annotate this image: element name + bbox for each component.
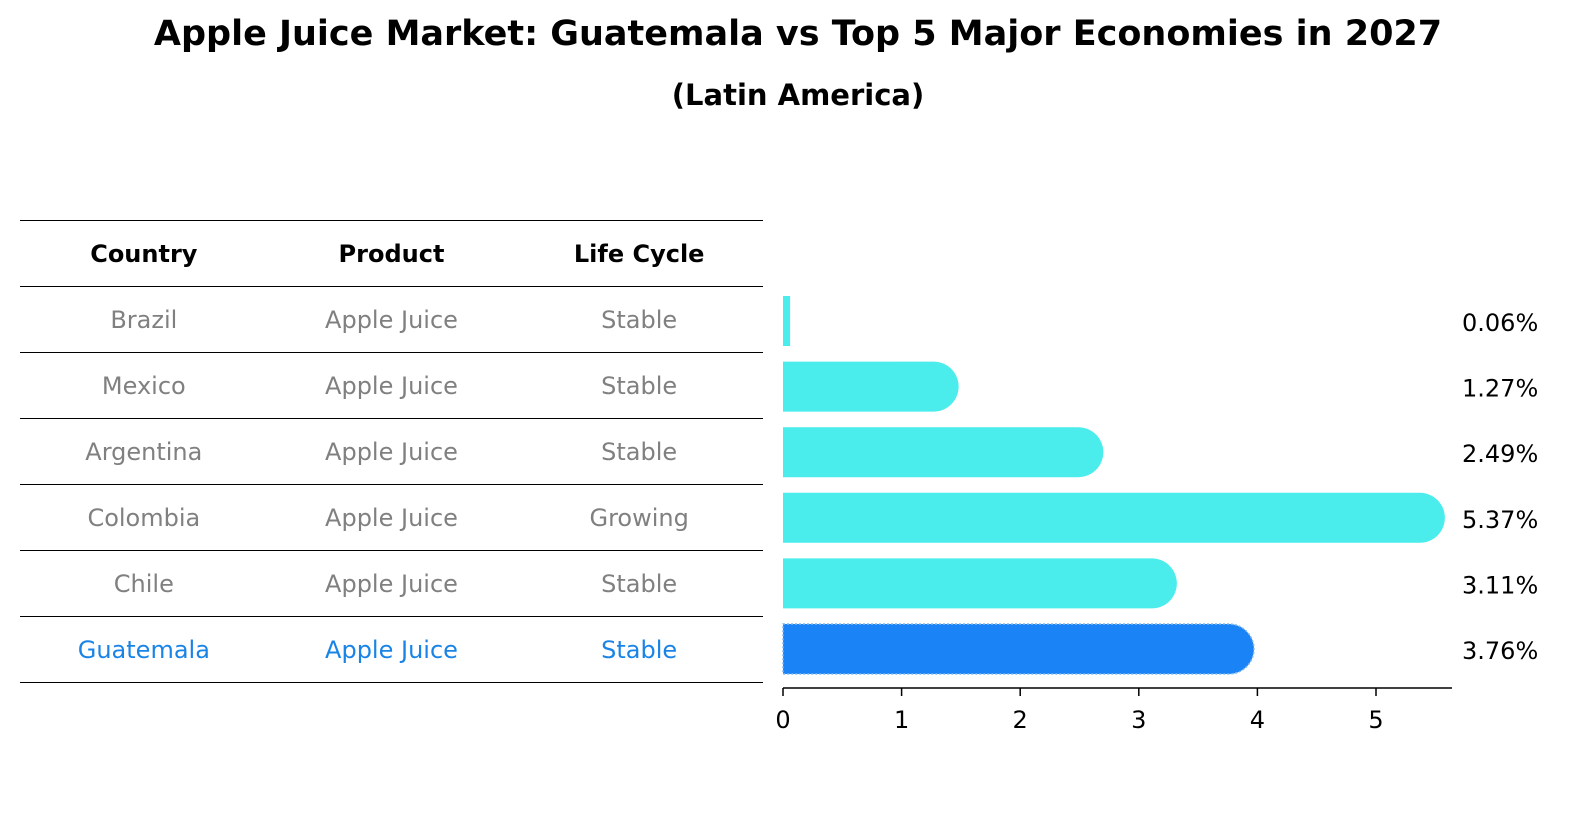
cell-life-cycle: Stable (515, 616, 763, 683)
table-row: Brazil Apple Juice Stable (20, 286, 763, 353)
cell-product: Apple Juice (267, 616, 516, 683)
chart-subtitle: (Latin America) (671, 78, 925, 112)
cell-life-cycle: Stable (515, 550, 763, 617)
cell-product: Apple Juice (267, 550, 516, 617)
cell-life-cycle: Stable (515, 418, 763, 485)
table-row-highlight: Guatemala Apple Juice Stable (20, 616, 763, 683)
bar (783, 361, 959, 412)
table-row: Mexico Apple Juice Stable (20, 352, 763, 419)
cell-product: Apple Juice (267, 418, 516, 485)
cell-country: Argentina (20, 418, 268, 485)
bar-value-label: 0.06% (1462, 309, 1538, 337)
bar-value-label: 1.27% (1462, 375, 1538, 403)
cell-product: Apple Juice (267, 286, 516, 353)
x-tick-label: 2 (1013, 706, 1028, 734)
bar (783, 558, 1177, 609)
cell-product: Apple Juice (267, 352, 516, 419)
bar-value-label: 5.37% (1462, 506, 1538, 534)
cell-country: Mexico (20, 352, 268, 419)
x-tick-label: 0 (775, 706, 790, 734)
table-row: Argentina Apple Juice Stable (20, 418, 763, 485)
table-header-row: Country Product Life Cycle (20, 220, 763, 287)
x-tick-label: 1 (894, 706, 909, 734)
cell-country: Colombia (20, 484, 268, 551)
bar-value-label: 2.49% (1462, 440, 1538, 468)
header-product: Product (267, 220, 516, 287)
cell-country: Brazil (20, 286, 268, 353)
table-row: Chile Apple Juice Stable (20, 550, 763, 617)
header-life-cycle: Life Cycle (515, 220, 763, 287)
bar (783, 492, 1445, 543)
cell-country: Guatemala (20, 616, 268, 683)
cell-country: Chile (20, 550, 268, 617)
cell-product: Apple Juice (267, 484, 516, 551)
bar-highlight (782, 623, 1255, 675)
bar (783, 427, 1104, 478)
cell-life-cycle: Growing (515, 484, 763, 551)
bar-value-label: 3.11% (1462, 571, 1538, 599)
x-tick-label: 4 (1250, 706, 1265, 734)
table-row: Colombia Apple Juice Growing (20, 484, 763, 551)
header-country: Country (20, 220, 268, 287)
country-table: Country Product Life Cycle Brazil Apple … (20, 220, 763, 683)
cell-life-cycle: Stable (515, 286, 763, 353)
bar (783, 296, 791, 346)
bar-value-label: 3.76% (1462, 637, 1538, 665)
x-tick-label: 3 (1131, 706, 1146, 734)
x-tick-label: 5 (1368, 706, 1383, 734)
chart-title: Apple Juice Market: Guatemala vs Top 5 M… (153, 14, 1443, 54)
